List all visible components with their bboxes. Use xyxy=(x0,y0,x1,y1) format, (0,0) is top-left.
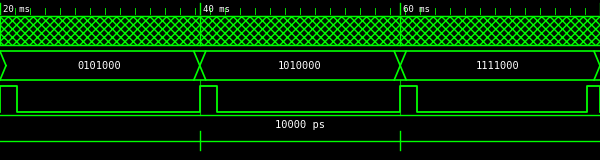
Text: 1010000: 1010000 xyxy=(278,61,322,71)
Text: 60 ms: 60 ms xyxy=(403,5,430,14)
Text: 0101000: 0101000 xyxy=(77,61,121,71)
Text: 10000 ps: 10000 ps xyxy=(275,120,325,130)
Bar xyxy=(0,16,600,45)
Text: 40 ms: 40 ms xyxy=(203,5,230,14)
Text: 20 ms: 20 ms xyxy=(3,5,30,14)
Text: 1111000: 1111000 xyxy=(476,61,520,71)
